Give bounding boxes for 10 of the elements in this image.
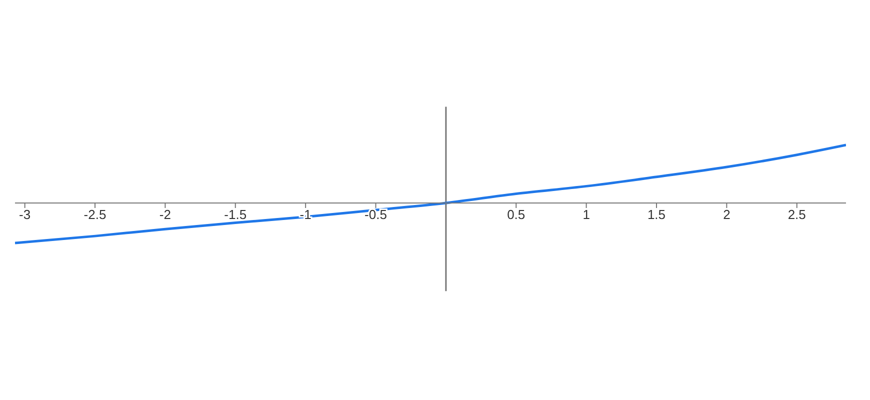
x-tick-label: -3 xyxy=(19,207,31,222)
x-tick-label: -1.5 xyxy=(224,207,247,222)
x-tick-label: -2.5 xyxy=(84,207,106,222)
x-tick-label: 2 xyxy=(723,207,730,222)
x-tick-label: 2.5 xyxy=(788,207,806,222)
x-tick-label: -0.5 xyxy=(364,207,387,222)
x-tick-label: 1 xyxy=(582,207,590,222)
x-tick-label: -2 xyxy=(159,207,171,222)
x-tick-label: 0.5 xyxy=(507,207,526,222)
x-tick-label: 1.5 xyxy=(647,207,666,222)
